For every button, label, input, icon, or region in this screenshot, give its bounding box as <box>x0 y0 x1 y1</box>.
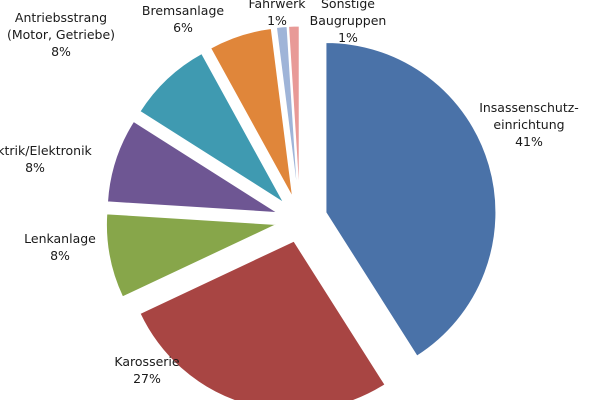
pie-slice-8 <box>288 25 300 197</box>
slice-name-label: Sonstige <box>321 0 375 11</box>
slice-value-label: 1% <box>267 13 287 28</box>
slice-label-6: Bremsanlage 6% <box>142 3 224 35</box>
pie-labels: Insassenschutz-einrichtung 41% Karosserie 2… <box>0 0 579 386</box>
slice-label-7: Fahrwerk 1% <box>248 0 306 28</box>
slice-label-3: Lenkanlage 8% <box>24 231 96 263</box>
slice-label-2: Karosserie 27% <box>114 354 179 386</box>
slice-value-label: 8% <box>25 160 45 175</box>
pie-slice-6 <box>210 27 294 198</box>
pie-slice-5 <box>139 52 285 203</box>
slice-name-label: (Motor, Getriebe) <box>7 27 115 42</box>
slice-label-8: Sonstige Baugruppen 1% <box>310 0 387 45</box>
slice-value-label: 27% <box>133 371 161 386</box>
slice-name-label: Bremsanlage <box>142 3 224 18</box>
slice-value-label: 8% <box>50 248 70 263</box>
slice-label-1: Insassenschutz-einrichtung 41% <box>479 100 579 149</box>
slice-name-label: Baugruppen <box>310 13 387 28</box>
pie-slice-4 <box>106 120 278 214</box>
slice-name-label: Antriebsstrang <box>15 10 107 25</box>
slice-name-label: Lenkanlage <box>24 231 96 246</box>
pie-slices <box>105 25 497 400</box>
slice-value-label: 6% <box>173 20 193 35</box>
slice-name-label: einrichtung <box>493 117 564 132</box>
slice-label-4: Elektrik/Elektronik 8% <box>0 143 93 175</box>
slice-label-5: Antriebsstrang (Motor, Getriebe) 8% <box>7 10 115 59</box>
slice-value-label: 8% <box>51 44 71 59</box>
slice-name-label: Insassenschutz- <box>479 100 579 115</box>
slice-value-label: 1% <box>338 30 358 45</box>
pie-slice-7 <box>275 25 299 197</box>
pie-slice-3 <box>105 213 277 298</box>
pie-slice-1 <box>325 41 497 357</box>
slice-name-label: Karosserie <box>114 354 179 369</box>
slice-name-label: Elektrik/Elektronik <box>0 143 93 158</box>
slice-name-label: Fahrwerk <box>248 0 306 11</box>
slice-value-label: 41% <box>515 134 543 149</box>
